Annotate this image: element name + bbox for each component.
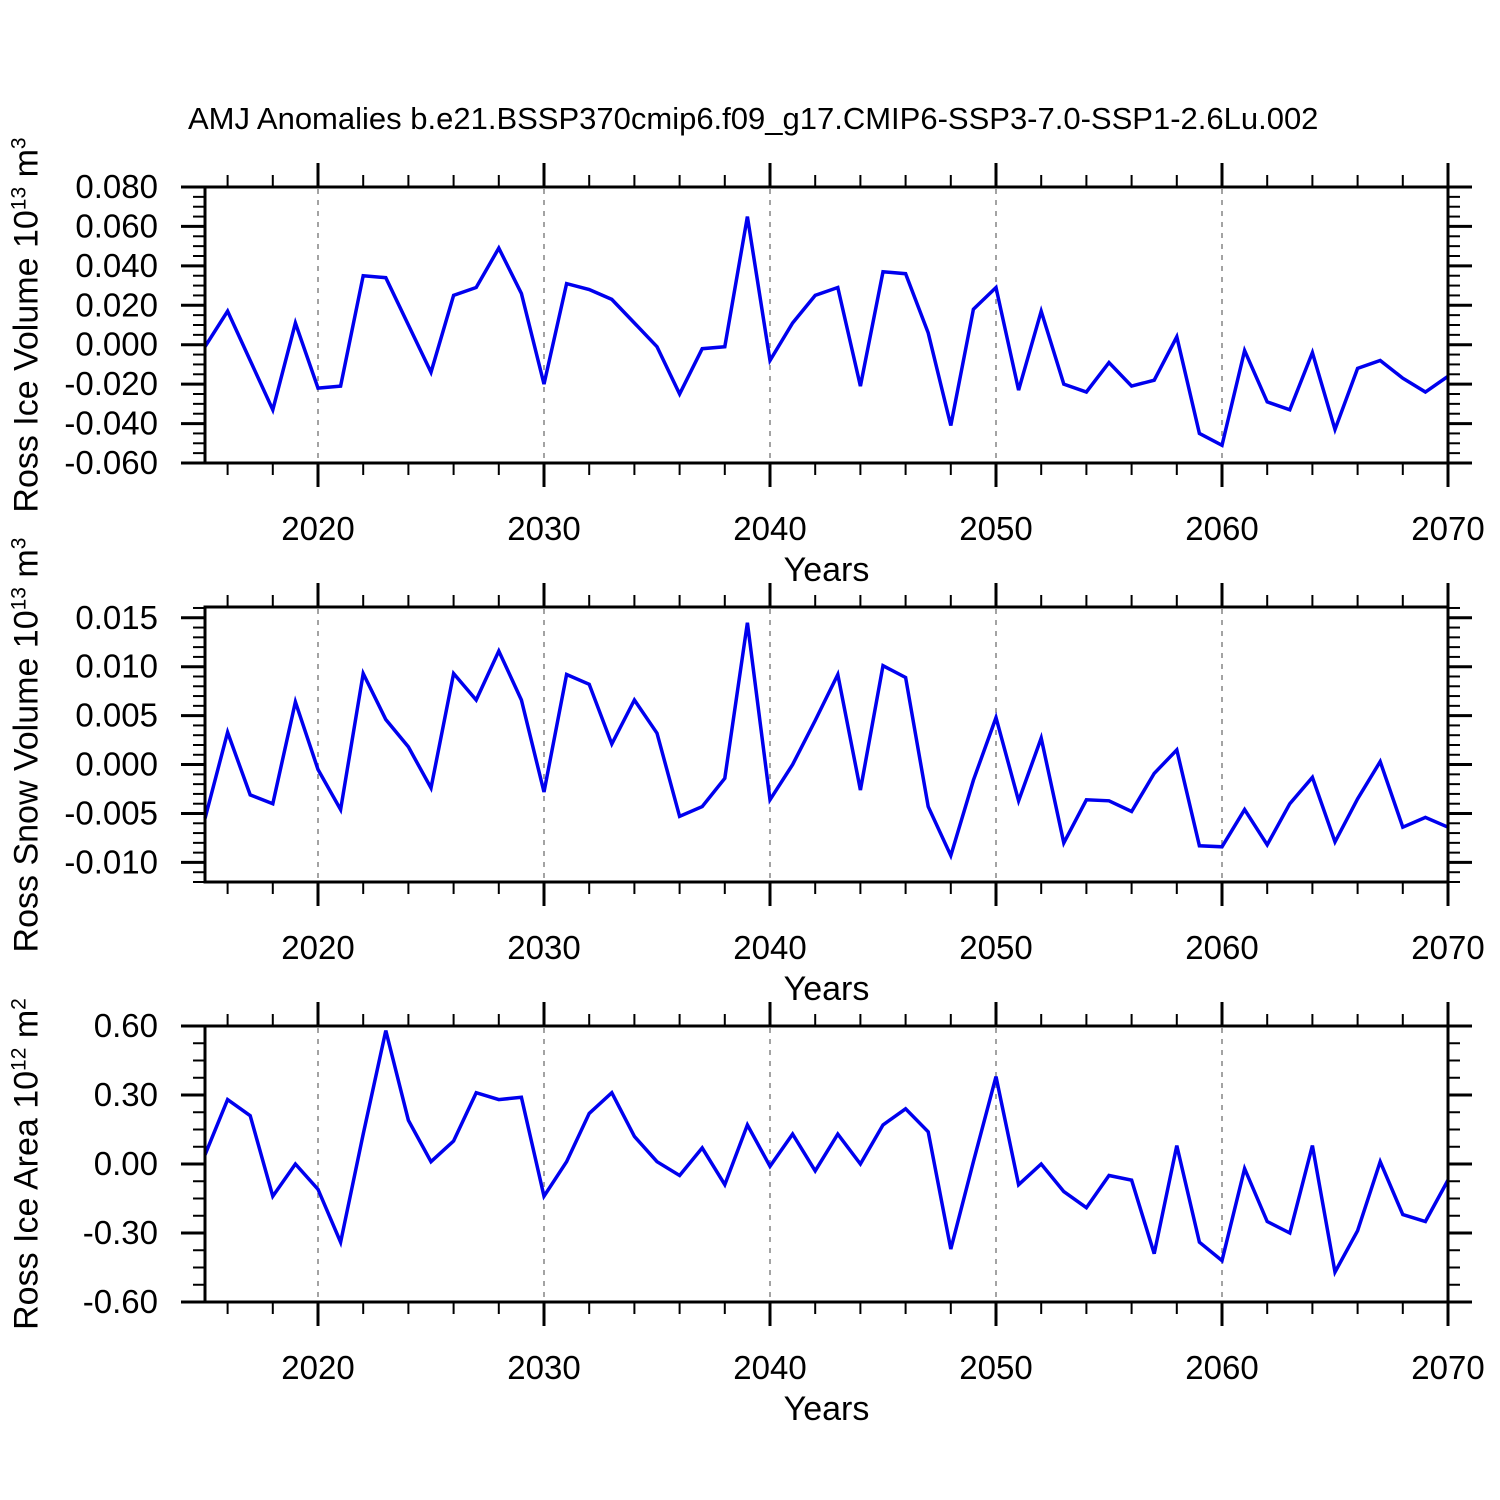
- panel-ross-snow-volume: 2020 2030 2040 2050 2060 2070 0.015 0.010 0.005 0…: [64, 583, 1485, 1008]
- y-tick-label: 0.080: [75, 168, 158, 205]
- x-tick-label: 2060: [1185, 1349, 1258, 1386]
- x-tick-label: 2050: [959, 929, 1032, 966]
- panel-ross-ice-volume: 2020 2030 2040 2050 2060 20700.0800.0600.0400…: [64, 163, 1485, 589]
- x-tick-label: 2020: [281, 510, 354, 547]
- plot-frame: [203, 605, 1450, 884]
- y-tick-label: 0.60: [94, 1007, 158, 1044]
- y-tick-label: 0.010: [75, 648, 158, 685]
- x-tick-label: 2030: [507, 1349, 580, 1386]
- y-tick-label: -0.60: [83, 1283, 158, 1320]
- x-tick-label: 2040: [733, 1349, 806, 1386]
- x-tick-label: 2070: [1411, 929, 1484, 966]
- x-tick-label: 2050: [959, 1349, 1032, 1386]
- x-tick-label: 2060: [1185, 929, 1258, 966]
- plot-frame: [203, 1024, 1450, 1304]
- y-tick-label: 0.015: [75, 599, 158, 636]
- y-tick-label: 0.000: [75, 326, 158, 363]
- x-tick-label: 2020: [281, 929, 354, 966]
- x-tick-label: 2030: [507, 510, 580, 547]
- x-axis-title: Years: [784, 551, 870, 589]
- plot-frame: [203, 185, 1450, 465]
- x-tick-label: 2030: [507, 929, 580, 966]
- y-tick-label: -0.30: [83, 1214, 158, 1251]
- x-axis-title: Years: [784, 1390, 870, 1428]
- x-tick-label: 2040: [733, 510, 806, 547]
- y-tick-label: -0.010: [64, 843, 158, 880]
- x-axis-title: Years: [784, 970, 870, 1008]
- y-tick-label: 0.000: [75, 746, 158, 783]
- y-tick-label: 0.005: [75, 697, 158, 734]
- x-tick-label: 2040: [733, 929, 806, 966]
- y-tick-label: 0.040: [75, 247, 158, 284]
- y-tick-label: -0.020: [64, 365, 158, 402]
- series-ross-ice-area: [203, 1030, 1450, 1278]
- y-tick-label: 0.060: [75, 207, 158, 244]
- chart-title: AMJ Anomalies b.e21.BSSP370cmip6.f09_g17…: [188, 101, 1319, 136]
- y-tick-label: 0.020: [75, 286, 158, 323]
- x-tick-label: 2070: [1411, 510, 1484, 547]
- y-tick-label: -0.005: [64, 794, 158, 831]
- series-ross-ice-volume: [203, 216, 1449, 448]
- x-tick-label: 2020: [281, 1349, 354, 1386]
- y-tick-label: 0.30: [94, 1076, 158, 1113]
- series-ross-snow-volume: [203, 622, 1449, 861]
- x-tick-label: 2060: [1185, 510, 1258, 547]
- x-tick-label: 2070: [1411, 1349, 1484, 1386]
- y-tick-label: 0.00: [94, 1145, 158, 1182]
- panel-ross-ice-area: 2020 2030 2040 2050 2060 2070 0.60 0.30 0.00 -0.3…: [83, 1002, 1485, 1428]
- y-tick-label: -0.060: [64, 444, 158, 481]
- y-tick-label: -0.040: [64, 405, 158, 442]
- x-tick-label: 2050: [959, 510, 1032, 547]
